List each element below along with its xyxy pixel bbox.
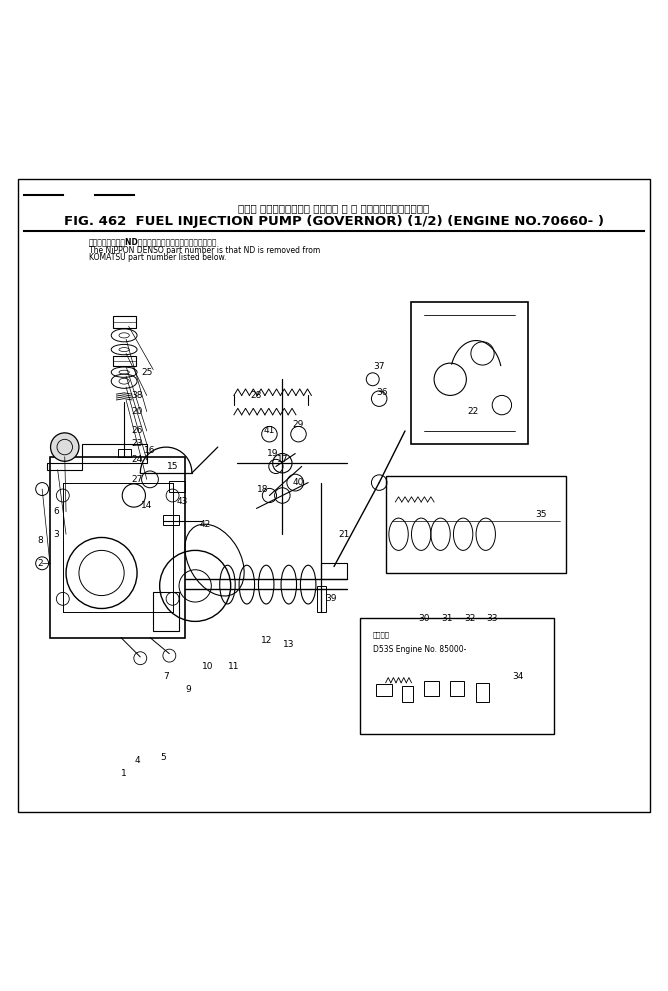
Text: 15: 15 (167, 462, 178, 471)
Bar (476, 683, 489, 703)
Text: The NiPPON DENSO part number is that ND is removed from: The NiPPON DENSO part number is that ND … (89, 246, 320, 255)
Text: KOMATSU part number listed below.: KOMATSU part number listed below. (89, 253, 226, 262)
Circle shape (51, 433, 79, 461)
Bar (424, 682, 439, 696)
Text: FIG. 462  FUEL INJECTION PUMP (GOVERNOR) (1/2) (ENGINE NO.70660- ): FIG. 462 FUEL INJECTION PUMP (GOVERNOR) … (64, 215, 604, 228)
Text: 7: 7 (163, 672, 169, 681)
Text: 2: 2 (37, 559, 43, 568)
Bar (411, 302, 528, 444)
Text: 42: 42 (199, 520, 210, 529)
Text: 30: 30 (419, 613, 430, 622)
Bar (376, 684, 392, 696)
Text: 26: 26 (132, 426, 143, 435)
Text: 28: 28 (250, 390, 263, 400)
Text: 適用号機: 適用号機 (373, 631, 389, 637)
Text: 18: 18 (257, 485, 269, 494)
Text: 37: 37 (373, 362, 385, 371)
Bar (50, 457, 186, 637)
Text: 24: 24 (132, 456, 143, 465)
Text: 36: 36 (377, 387, 388, 396)
Text: 34: 34 (512, 672, 524, 681)
Text: 1: 1 (122, 769, 127, 778)
Text: 4: 4 (134, 756, 140, 765)
Text: 43: 43 (176, 497, 188, 506)
Text: 39: 39 (325, 595, 337, 604)
Bar (118, 449, 131, 457)
Bar (153, 593, 179, 631)
Bar (321, 563, 347, 580)
Text: フェル インジェクション ポンプ　 ガ バ ナ　　　　　　適用号機: フェル インジェクション ポンプ ガ バ ナ 適用号機 (238, 203, 430, 213)
Text: 6: 6 (53, 507, 59, 516)
Text: 35: 35 (535, 510, 546, 519)
Text: 29: 29 (293, 420, 304, 429)
Bar (163, 515, 179, 524)
Text: 12: 12 (261, 636, 272, 645)
Text: 40: 40 (293, 478, 304, 488)
Bar (82, 444, 147, 463)
Text: 11: 11 (228, 662, 240, 671)
Bar (385, 476, 566, 573)
Text: 20: 20 (132, 407, 143, 416)
Text: D53S Engine No. 85000-: D53S Engine No. 85000- (373, 645, 466, 654)
Bar (170, 481, 186, 493)
Text: 38: 38 (132, 390, 143, 400)
Text: 16: 16 (144, 446, 156, 455)
Text: 14: 14 (141, 500, 152, 509)
Text: 23: 23 (132, 439, 143, 448)
Bar (112, 356, 136, 367)
Text: 33: 33 (486, 613, 498, 622)
Bar (450, 682, 464, 696)
Bar (360, 618, 554, 734)
Bar (317, 586, 326, 611)
Bar (401, 686, 413, 703)
Text: 19: 19 (267, 449, 279, 458)
Text: 27: 27 (132, 475, 143, 484)
Text: 17: 17 (277, 456, 288, 465)
Text: 品番のメーカ記号NDを除いたものが日本電装の品番です。: 品番のメーカ記号NDを除いたものが日本電装の品番です。 (89, 237, 217, 246)
Bar (47, 463, 82, 470)
Text: 8: 8 (37, 536, 43, 545)
Text: 13: 13 (283, 639, 295, 648)
Text: 22: 22 (467, 407, 478, 416)
Text: 31: 31 (442, 613, 453, 622)
Text: 10: 10 (202, 662, 214, 671)
Bar (112, 316, 136, 328)
Text: 5: 5 (160, 752, 166, 761)
Text: 3: 3 (53, 530, 59, 539)
Text: 21: 21 (338, 530, 349, 539)
Text: 41: 41 (264, 426, 275, 435)
Text: 9: 9 (186, 685, 192, 694)
Text: 32: 32 (464, 613, 476, 622)
Text: 25: 25 (141, 369, 152, 378)
